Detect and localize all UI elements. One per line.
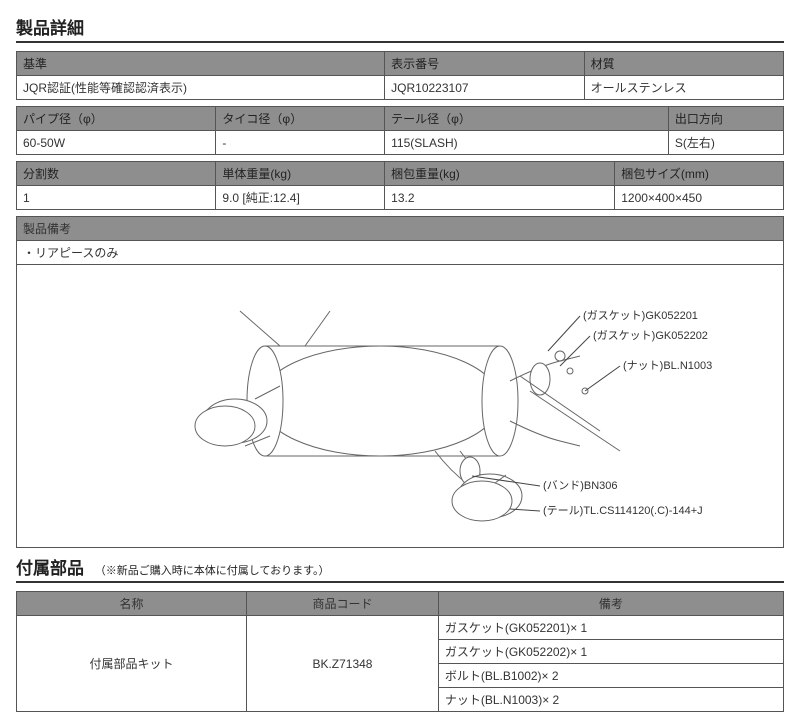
cell: S(左右) — [668, 131, 783, 155]
col-header: 備考 — [438, 592, 783, 616]
parts-item: ガスケット(GK052201)× 1 — [438, 616, 783, 640]
col-header: タイコ径（φ） — [216, 107, 385, 131]
remark-value: ・リアピースのみ — [17, 241, 783, 265]
spec-table-1: 基準 表示番号 材質 JQR認証(性能等確認認済表示) JQR10223107 … — [16, 51, 784, 100]
col-header: 表示番号 — [385, 52, 584, 76]
svg-text:(テール)TL.CS114120(.C)-144+J: (テール)TL.CS114120(.C)-144+J — [543, 505, 703, 517]
col-header: 分割数 — [17, 162, 216, 186]
col-header: 単体重量(kg) — [216, 162, 385, 186]
parts-table: 名称 商品コード 備考 付属部品キット BK.Z71348 ガスケット(GK05… — [16, 591, 784, 712]
svg-text:(ガスケット)GK052202: (ガスケット)GK052202 — [593, 329, 708, 342]
cell: 13.2 — [385, 186, 615, 210]
col-header: 名称 — [17, 592, 247, 616]
cell: 1200×400×450 — [615, 186, 784, 210]
col-header: 梱包サイズ(mm) — [615, 162, 784, 186]
col-header: パイプ径（φ） — [17, 107, 216, 131]
cell: 60-50W — [17, 131, 216, 155]
parts-item: ボルト(BL.B1002)× 2 — [438, 664, 783, 688]
col-header: 梱包重量(kg) — [385, 162, 615, 186]
parts-section-title: 付属部品 （※新品ご購入時に本体に付属しております。） — [16, 554, 784, 583]
spec-title-text: 製品詳細 — [16, 19, 84, 38]
parts-title-note: （※新品ご購入時に本体に付属しております。） — [95, 565, 330, 577]
spec-section-title: 製品詳細 — [16, 14, 784, 43]
col-header: 材質 — [584, 52, 783, 76]
svg-text:(ナット)BL.N1003: (ナット)BL.N1003 — [623, 359, 712, 372]
spec-table-2: パイプ径（φ） タイコ径（φ） テール径（φ） 出口方向 60-50W - 11… — [16, 106, 784, 155]
cell: 1 — [17, 186, 216, 210]
col-header: 出口方向 — [668, 107, 783, 131]
col-header: 商品コード — [247, 592, 439, 616]
svg-text:(バンド)BN306: (バンド)BN306 — [543, 479, 618, 492]
parts-title-text: 付属部品 — [16, 559, 84, 578]
parts-item: ガスケット(GK052202)× 1 — [438, 640, 783, 664]
cell: 115(SLASH) — [385, 131, 669, 155]
cell: - — [216, 131, 385, 155]
product-diagram: (ガスケット)GK052201 (ガスケット)GK052202 (ナット)BL.… — [17, 265, 783, 547]
cell: オールステンレス — [584, 76, 783, 100]
spec-table-3: 分割数 単体重量(kg) 梱包重量(kg) 梱包サイズ(mm) 1 9.0 [純… — [16, 161, 784, 210]
parts-code: BK.Z71348 — [247, 616, 439, 712]
parts-item: ナット(BL.N1003)× 2 — [438, 688, 783, 712]
remark-header: 製品備考 — [17, 217, 783, 241]
parts-name: 付属部品キット — [17, 616, 247, 712]
col-header: 基準 — [17, 52, 385, 76]
cell: JQR10223107 — [385, 76, 584, 100]
cell: 9.0 [純正:12.4] — [216, 186, 385, 210]
cell: JQR認証(性能等確認認済表示) — [17, 76, 385, 100]
col-header: テール径（φ） — [385, 107, 669, 131]
remark-box: 製品備考 ・リアピースのみ — [16, 216, 784, 548]
svg-text:(ガスケット)GK052201: (ガスケット)GK052201 — [583, 309, 698, 322]
